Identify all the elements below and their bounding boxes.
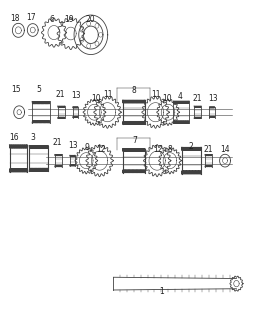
Text: 7: 7 [132,136,137,145]
Text: 14: 14 [220,145,230,154]
Text: 11: 11 [151,90,160,99]
Text: 13: 13 [208,94,218,103]
Text: 21: 21 [192,94,201,103]
Text: 3: 3 [30,132,35,141]
Text: 18: 18 [10,14,20,23]
Text: 10: 10 [162,94,172,103]
Text: 6: 6 [49,15,54,24]
Text: 13: 13 [72,91,81,100]
Text: 8: 8 [167,145,172,154]
Text: 13: 13 [68,141,78,150]
Text: 4: 4 [178,92,183,101]
Text: 12: 12 [96,145,105,154]
Text: 21: 21 [55,90,65,99]
Text: 10: 10 [91,94,101,103]
Text: 8: 8 [132,86,137,95]
Text: 19: 19 [64,15,74,24]
Text: 21: 21 [204,145,213,154]
Text: 15: 15 [11,85,20,94]
Text: 21: 21 [52,138,62,147]
Text: 12: 12 [153,145,162,154]
Text: 1: 1 [159,287,164,296]
Text: 17: 17 [26,13,36,22]
Text: 5: 5 [36,85,41,94]
Text: 20: 20 [85,15,95,24]
Text: 16: 16 [9,132,19,141]
Text: 9: 9 [85,143,90,152]
Text: 2: 2 [189,142,194,151]
Text: 11: 11 [103,90,113,99]
